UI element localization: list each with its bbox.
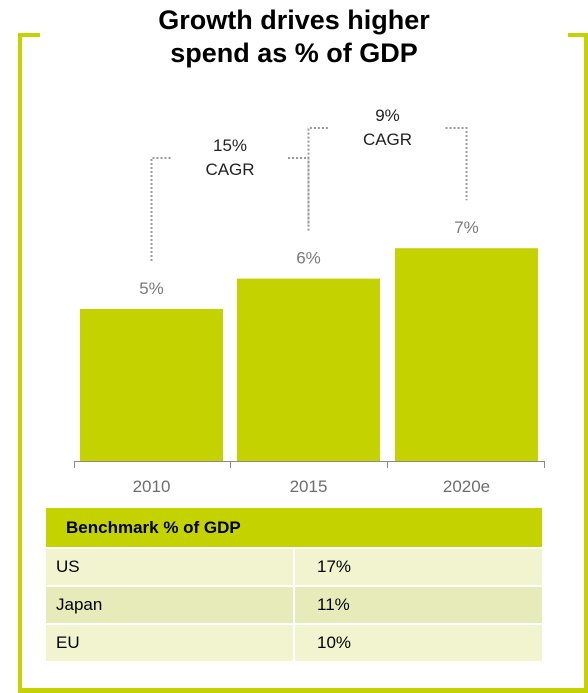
bar-value-label: 5% xyxy=(139,279,164,298)
frame-left-top-tick xyxy=(18,33,40,37)
cagr-value: 9% xyxy=(375,106,400,125)
benchmark-region: EU xyxy=(46,623,295,661)
cagr-label: CAGR xyxy=(363,130,412,149)
benchmark-value: 11% xyxy=(294,585,542,624)
benchmark-value: 17% xyxy=(294,547,542,586)
bar-2015 xyxy=(237,278,380,461)
cagr-label: CAGR xyxy=(205,160,254,179)
title-line-1: Growth drives higher xyxy=(158,5,430,35)
benchmark-region: Japan xyxy=(46,585,295,624)
frame-right-edge xyxy=(584,33,588,693)
benchmark-header: Benchmark % of GDP xyxy=(46,508,542,548)
benchmark-region: US xyxy=(46,547,295,586)
x-tick-label: 2020e xyxy=(443,477,490,496)
cagr-value: 15% xyxy=(213,136,247,155)
benchmark-table: Benchmark % of GDP US 17% Japan 11% EU 1… xyxy=(46,508,542,661)
table-row: Japan 11% xyxy=(46,585,542,624)
table-row: EU 10% xyxy=(46,623,542,661)
table-row: US 17% xyxy=(46,547,542,586)
bar-2010 xyxy=(80,309,223,461)
benchmark-value: 10% xyxy=(294,623,542,661)
x-tick-label: 2010 xyxy=(133,477,171,496)
x-tick-label: 2015 xyxy=(290,477,328,496)
title-line-2: spend as % of GDP xyxy=(170,38,418,68)
bar-value-label: 7% xyxy=(454,218,479,237)
frame-right-top-tick xyxy=(568,33,588,37)
bar-2020e xyxy=(395,248,538,461)
frame-bottom-edge xyxy=(18,688,588,693)
bar-value-label: 6% xyxy=(296,249,321,268)
frame-left-edge xyxy=(18,33,22,693)
page-title: Growth drives higher spend as % of GDP xyxy=(100,4,488,70)
bar-chart: 5% 6% 7% 2010 2015 2020e 15% CAGR 9% CAGR xyxy=(74,106,545,496)
cagr-bracket xyxy=(307,127,468,231)
